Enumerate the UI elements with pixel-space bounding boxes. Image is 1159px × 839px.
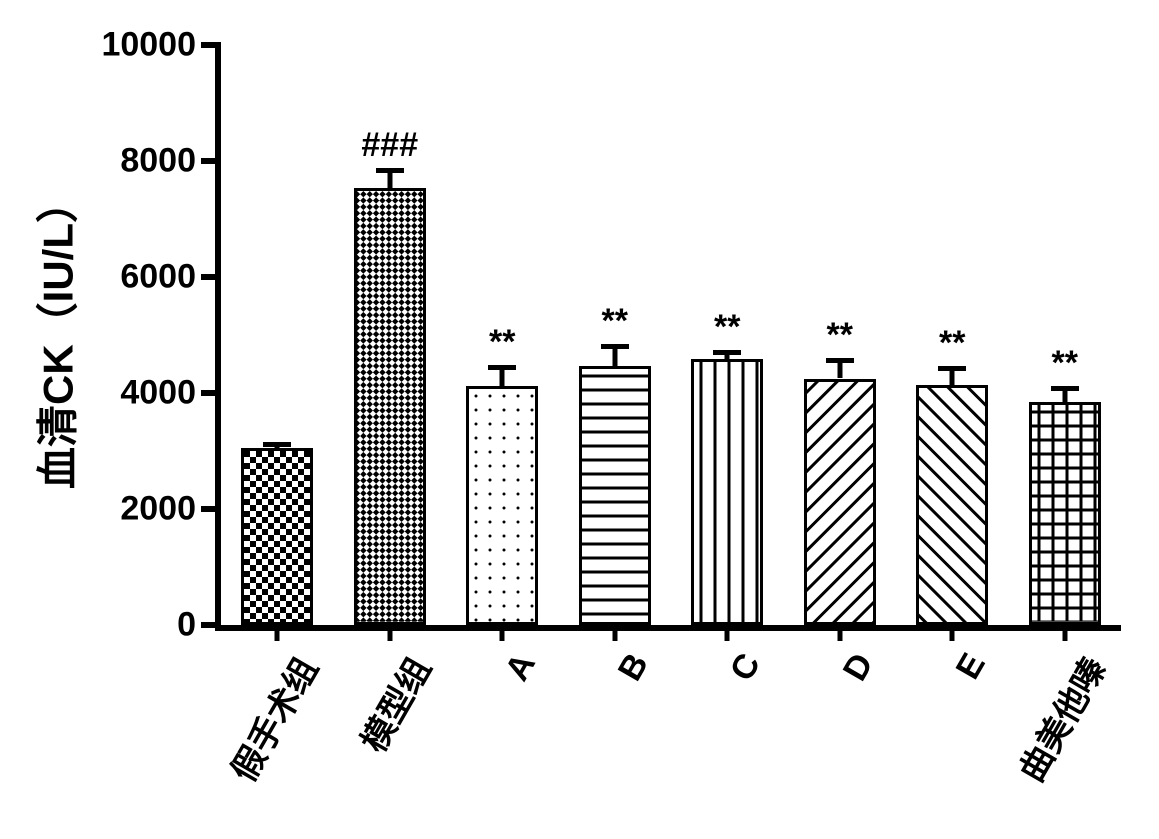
bar [691, 359, 763, 625]
y-axis-title: 血清CK（IU/L） [25, 181, 86, 489]
y-tick [201, 506, 221, 512]
bar [241, 448, 313, 625]
significance-marker: ** [602, 302, 628, 341]
x-tick [725, 625, 730, 641]
significance-marker: ** [827, 316, 853, 355]
ck-bar-chart: 血清CK（IU/L） 0200040006000800010000假手术组###… [0, 0, 1159, 839]
significance-marker: ** [939, 324, 965, 363]
y-tick [201, 42, 221, 48]
x-tick-label: 假手术组 [217, 647, 327, 789]
y-tick-label: 2000 [120, 490, 196, 529]
y-tick [201, 158, 221, 164]
bar [579, 366, 651, 625]
x-tick-label: 曲美他嗪 [1005, 647, 1115, 789]
y-tick-label: 6000 [120, 258, 196, 297]
bar [354, 188, 426, 625]
x-tick-label: A [498, 647, 544, 688]
error-cap [713, 350, 741, 355]
x-tick [950, 625, 955, 641]
error-cap [826, 358, 854, 363]
x-tick-label: 模型组 [347, 647, 440, 760]
plot-area: 0200040006000800010000假手术组###模型组**A**B**… [215, 45, 1121, 631]
y-tick [201, 390, 221, 396]
x-tick [275, 625, 280, 641]
y-tick [201, 274, 221, 280]
significance-marker: ### [361, 126, 418, 165]
x-tick [837, 625, 842, 641]
error-cap [601, 344, 629, 349]
error-cap [488, 365, 516, 370]
bar [916, 385, 988, 625]
bar [1029, 402, 1101, 625]
error-cap [1051, 386, 1079, 391]
x-tick [1062, 625, 1067, 641]
y-tick [201, 622, 221, 628]
y-tick-label: 10000 [101, 26, 196, 65]
error-cap [263, 442, 291, 447]
significance-marker: ** [714, 308, 740, 347]
x-tick-label: B [610, 647, 656, 688]
significance-marker: ** [1052, 344, 1078, 383]
error-cap [938, 366, 966, 371]
error-cap [376, 168, 404, 173]
x-tick-label: D [835, 647, 881, 688]
x-tick [612, 625, 617, 641]
y-tick-label: 8000 [120, 142, 196, 181]
y-tick-label: 0 [177, 606, 196, 645]
y-tick-label: 4000 [120, 374, 196, 413]
x-tick [387, 625, 392, 641]
x-tick [500, 625, 505, 641]
x-tick-label: C [723, 647, 769, 688]
bar [804, 379, 876, 626]
significance-marker: ** [489, 323, 515, 362]
x-tick-label: E [949, 647, 994, 686]
bar [466, 386, 538, 625]
